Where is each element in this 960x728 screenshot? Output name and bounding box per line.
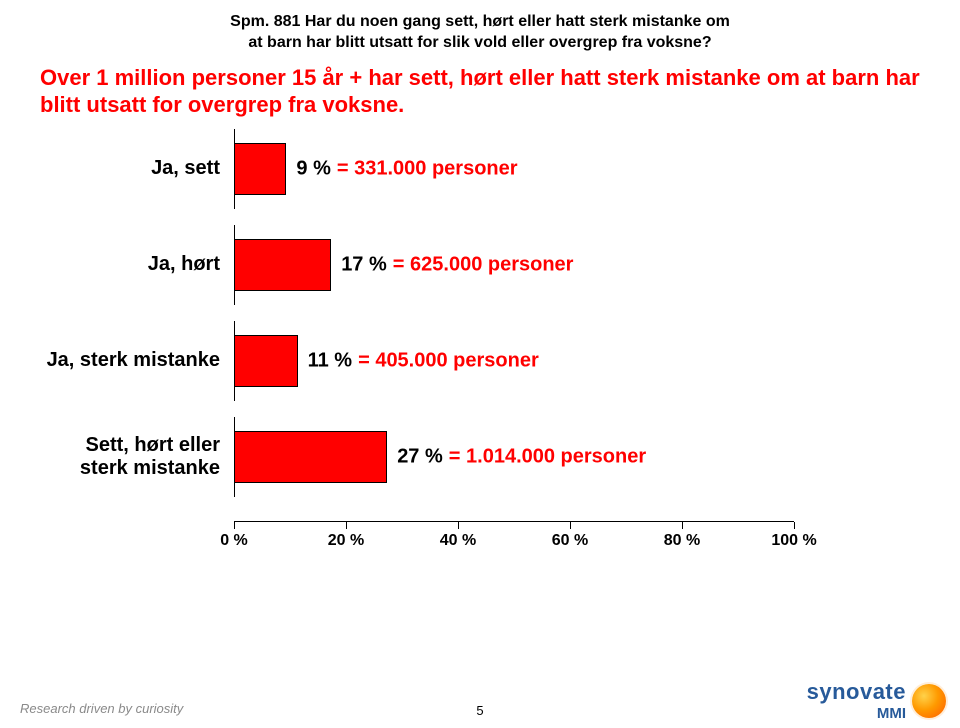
chart-row: Ja, sterk mistanke 11 % = 405.000 personer: [40, 329, 900, 393]
x-tick-label: 60 %: [552, 532, 588, 550]
bar: [234, 431, 387, 483]
value-description: = 1.014.000 personer: [449, 445, 646, 468]
axis-tick: [234, 129, 235, 137]
x-tick: [458, 522, 459, 529]
x-tick-label: 40 %: [440, 532, 476, 550]
x-tick: [346, 522, 347, 529]
question-line1: Spm. 881 Har du noen gang sett, hørt ell…: [230, 13, 730, 30]
axis-tick: [234, 321, 235, 329]
category-label: Sett, hørt eller sterk mistanke: [40, 434, 234, 480]
survey-question: Spm. 881 Har du noen gang sett, hørt ell…: [140, 12, 820, 54]
value-percent: 27 %: [397, 445, 443, 468]
chart-row: Ja, hørt 17 % = 625.000 personer: [40, 233, 900, 297]
plot-cell: 27 % = 1.014.000 personer: [234, 425, 794, 489]
footer-logo: synovate MMI: [807, 679, 946, 722]
x-tick: [234, 522, 235, 529]
value-percent: 11 %: [308, 349, 352, 372]
chart-row: Ja, sett 9 % = 331.000 personer: [40, 137, 900, 201]
brand-sub: MMI: [807, 705, 906, 722]
value-description: = 625.000 personer: [393, 253, 574, 276]
bar-chart: Ja, sett 9 % = 331.000 personer Ja, hørt 17 …: [40, 137, 900, 489]
value-description: = 331.000 personer: [337, 157, 518, 180]
page-number: 5: [476, 703, 483, 718]
value-percent: 9 %: [296, 157, 330, 180]
x-tick-label: 0 %: [220, 532, 248, 550]
brand-name: synovate: [807, 679, 906, 704]
x-tick-label: 20 %: [328, 532, 364, 550]
x-tick: [570, 522, 571, 529]
x-tick: [682, 522, 683, 529]
category-label: Ja, sett: [40, 157, 234, 180]
value-percent: 17 %: [341, 253, 387, 276]
footer-tagline: Research driven by curiosity: [20, 701, 183, 716]
brand-orb-icon: [912, 684, 946, 718]
bar: [234, 239, 331, 291]
category-label: Ja, hørt: [40, 253, 234, 276]
value-label: 11 % = 405.000 personer: [308, 349, 539, 372]
bar: [234, 335, 298, 387]
value-label: 17 % = 625.000 personer: [341, 253, 573, 276]
plot-cell: 9 % = 331.000 personer: [234, 137, 794, 201]
brand-text-group: synovate MMI: [807, 679, 906, 722]
x-axis: 0 %20 %40 %60 %80 %100 %: [234, 521, 794, 562]
value-label: 27 % = 1.014.000 personer: [397, 445, 646, 468]
value-label: 9 % = 331.000 personer: [296, 157, 517, 180]
x-tick-label: 100 %: [771, 532, 816, 550]
chart-row: Sett, hørt eller sterk mistanke 27 % = 1.0…: [40, 425, 900, 489]
header: Spm. 881 Har du noen gang sett, hørt ell…: [0, 0, 960, 54]
category-label: Ja, sterk mistanke: [40, 349, 234, 372]
plot-cell: 17 % = 625.000 personer: [234, 233, 794, 297]
plot-cell: 11 % = 405.000 personer: [234, 329, 794, 393]
axis-tick: [234, 225, 235, 233]
value-description: = 405.000 personer: [358, 349, 539, 372]
axis-tick: [234, 417, 235, 425]
bar: [234, 143, 286, 195]
x-tick-label: 80 %: [664, 532, 700, 550]
question-line2: at barn har blitt utsatt for slik vold e…: [248, 34, 711, 51]
summary-text: Over 1 million personer 15 år + har sett…: [40, 64, 920, 119]
x-tick: [794, 522, 795, 529]
